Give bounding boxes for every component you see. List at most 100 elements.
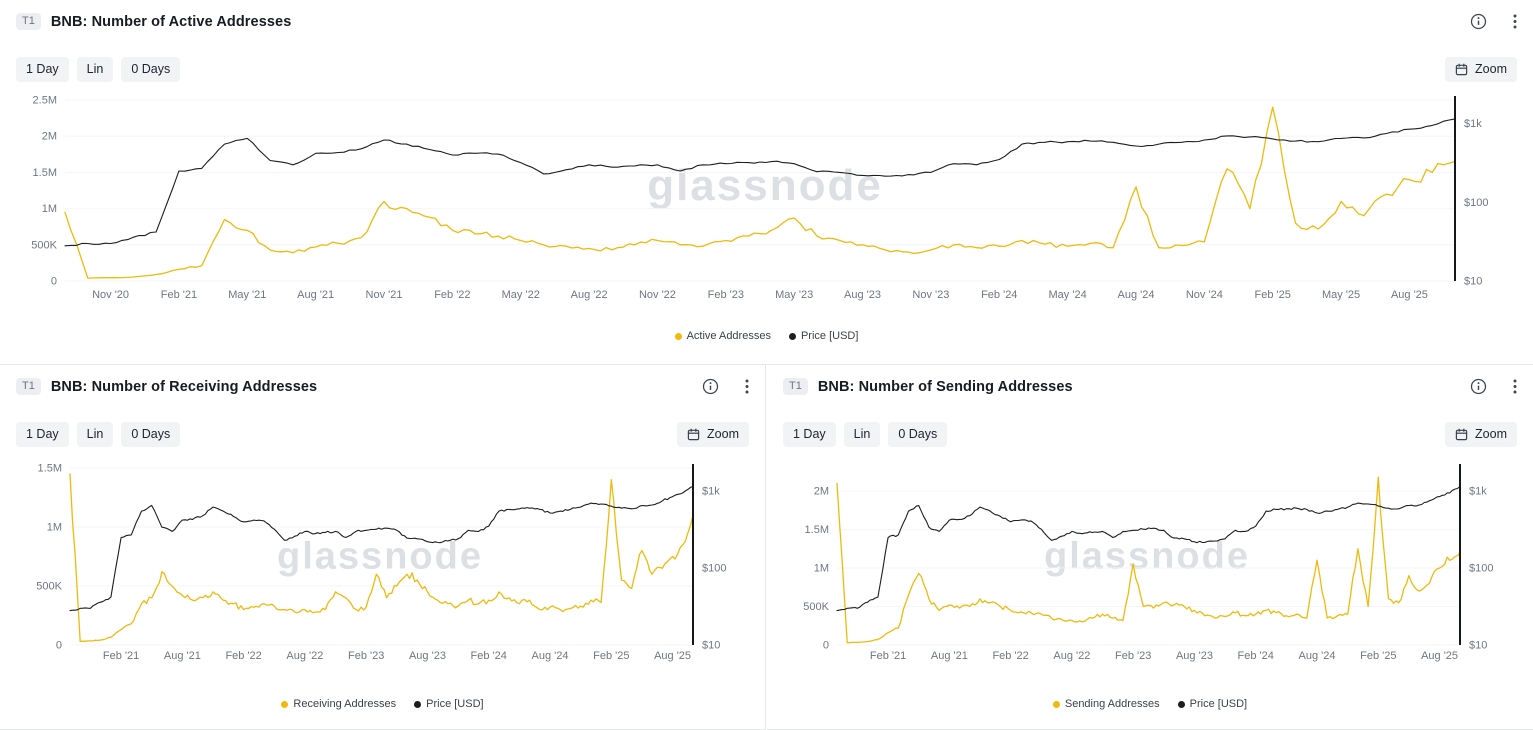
info-icon[interactable] <box>1470 13 1487 30</box>
days-button[interactable]: 0 Days <box>888 422 948 447</box>
svg-text:$100: $100 <box>1464 197 1488 209</box>
svg-text:500K: 500K <box>36 581 62 593</box>
kebab-menu-icon[interactable] <box>1513 378 1517 395</box>
svg-text:May '24: May '24 <box>1049 289 1087 301</box>
zoom-button[interactable]: Zoom <box>1445 57 1517 82</box>
panel-header: T1 BNB: Number of Receiving Addresses <box>16 378 749 396</box>
scale-button[interactable]: Lin <box>843 422 881 447</box>
scale-button[interactable]: Lin <box>76 57 114 82</box>
header-icons <box>1470 13 1517 30</box>
chart-canvas-sending-addresses[interactable]: 0 500K 1M 1.5M 2M $10 $100 $1k Feb '21 Aug '21 Feb… <box>767 456 1533 691</box>
chart-toolbar: 1 Day Lin 0 Days Zoom <box>16 422 749 447</box>
info-icon[interactable] <box>702 378 719 395</box>
panel-active-addresses: T1 BNB: Number of Active Addresses 1 Day… <box>0 13 1533 365</box>
svg-text:Feb '22: Feb '22 <box>225 650 261 662</box>
svg-text:Nov '22: Nov '22 <box>639 289 676 301</box>
svg-text:500K: 500K <box>803 601 829 613</box>
svg-text:2.5M: 2.5M <box>33 95 57 107</box>
svg-text:0: 0 <box>56 640 62 652</box>
tier-badge: T1 <box>16 378 41 396</box>
svg-text:Aug '24: Aug '24 <box>1299 650 1336 662</box>
svg-text:Aug '25: Aug '25 <box>1391 289 1428 301</box>
svg-text:Feb '21: Feb '21 <box>161 289 197 301</box>
svg-text:Aug '24: Aug '24 <box>532 650 569 662</box>
legend-swatch-yellow <box>281 700 289 708</box>
svg-text:Feb '23: Feb '23 <box>708 289 744 301</box>
info-icon[interactable] <box>1470 378 1487 395</box>
header-icons <box>702 378 749 395</box>
legend-label: Price [USD] <box>800 330 859 342</box>
kebab-menu-icon[interactable] <box>745 378 749 395</box>
svg-text:1M: 1M <box>42 203 57 215</box>
svg-text:Aug '22: Aug '22 <box>1053 650 1090 662</box>
svg-text:Feb '25: Feb '25 <box>1255 289 1291 301</box>
legend-swatch-yellow <box>1052 700 1060 708</box>
interval-button[interactable]: 1 Day <box>16 422 69 447</box>
header-icons <box>1470 378 1517 395</box>
svg-text:$10: $10 <box>1469 640 1487 652</box>
legend-label: Price [USD] <box>426 698 484 710</box>
zoom-button[interactable]: Zoom <box>677 422 749 447</box>
legend-item-sending-addresses[interactable]: Sending Addresses <box>1052 698 1160 710</box>
panel-receiving-addresses: T1 BNB: Number of Receiving Addresses 1 … <box>0 365 766 730</box>
chart-canvas-active-addresses[interactable]: 0 500K 1M 1.5M 2M 2.5M $10 $100 $1k Nov '20 Feb '2… <box>0 88 1533 323</box>
svg-text:Aug '23: Aug '23 <box>409 650 446 662</box>
chart-toolbar: 1 Day Lin 0 Days Zoom <box>16 57 1517 82</box>
zoom-label: Zoom <box>707 427 739 442</box>
svg-text:1.5M: 1.5M <box>38 463 62 475</box>
svg-text:Nov '24: Nov '24 <box>1186 289 1223 301</box>
svg-text:Feb '22: Feb '22 <box>434 289 470 301</box>
kebab-menu-icon[interactable] <box>1513 13 1517 30</box>
legend-swatch-black <box>788 332 796 340</box>
svg-text:May '25: May '25 <box>1322 289 1360 301</box>
legend-label: Receiving Addresses <box>293 698 397 710</box>
legend-item-price[interactable]: Price [USD] <box>414 698 484 710</box>
svg-text:$10: $10 <box>1464 276 1482 288</box>
svg-text:1M: 1M <box>814 563 829 575</box>
panel-header: T1 BNB: Number of Active Addresses <box>16 13 1517 31</box>
interval-button[interactable]: 1 Day <box>16 57 69 82</box>
svg-text:Feb '24: Feb '24 <box>981 289 1017 301</box>
svg-text:$10: $10 <box>702 640 720 652</box>
svg-text:1M: 1M <box>47 522 62 534</box>
legend-label: Sending Addresses <box>1064 698 1160 710</box>
svg-text:Aug '25: Aug '25 <box>654 650 691 662</box>
legend-item-price[interactable]: Price [USD] <box>788 330 859 342</box>
svg-text:Aug '25: Aug '25 <box>1421 650 1458 662</box>
legend-item-receiving-addresses[interactable]: Receiving Addresses <box>281 698 396 710</box>
svg-text:Aug '22: Aug '22 <box>286 650 323 662</box>
chart-toolbar: 1 Day Lin 0 Days Zoom <box>783 422 1517 447</box>
panel-title: BNB: Number of Active Addresses <box>50 13 292 30</box>
tier-badge: T1 <box>783 378 808 396</box>
svg-text:$1k: $1k <box>1469 486 1487 498</box>
chart-canvas-receiving-addresses[interactable]: 0 500K 1M 1.5M $10 $100 $1k Feb '21 Aug '21 Feb '… <box>0 456 766 691</box>
svg-text:0: 0 <box>51 276 57 288</box>
svg-text:Feb '21: Feb '21 <box>103 650 139 662</box>
days-button[interactable]: 0 Days <box>121 422 181 447</box>
svg-text:$100: $100 <box>702 563 726 575</box>
legend-label: Price [USD] <box>1189 698 1248 710</box>
legend-item-price[interactable]: Price [USD] <box>1177 698 1248 710</box>
chart-legend: Sending Addresses Price [USD] <box>767 698 1533 710</box>
svg-text:May '23: May '23 <box>775 289 813 301</box>
svg-text:Feb '24: Feb '24 <box>471 650 507 662</box>
svg-text:Aug '21: Aug '21 <box>931 650 968 662</box>
legend-item-active-addresses[interactable]: Active Addresses <box>674 330 771 342</box>
svg-text:Aug '23: Aug '23 <box>844 289 881 301</box>
legend-swatch-black <box>1177 700 1185 708</box>
svg-text:$1k: $1k <box>702 486 720 498</box>
svg-text:Feb '25: Feb '25 <box>1360 650 1396 662</box>
calendar-icon <box>1455 428 1468 441</box>
tier-badge: T1 <box>16 13 41 31</box>
days-button[interactable]: 0 Days <box>121 57 181 82</box>
interval-button[interactable]: 1 Day <box>783 422 836 447</box>
svg-text:Feb '22: Feb '22 <box>992 650 1028 662</box>
panel-header: T1 BNB: Number of Sending Addresses <box>783 378 1517 396</box>
panel-sending-addresses: T1 BNB: Number of Sending Addresses 1 Da… <box>767 365 1533 730</box>
svg-text:Feb '23: Feb '23 <box>348 650 384 662</box>
zoom-button[interactable]: Zoom <box>1445 422 1517 447</box>
scale-button[interactable]: Lin <box>76 422 114 447</box>
panel-title: BNB: Number of Sending Addresses <box>817 378 1073 395</box>
svg-text:Feb '23: Feb '23 <box>1115 650 1151 662</box>
